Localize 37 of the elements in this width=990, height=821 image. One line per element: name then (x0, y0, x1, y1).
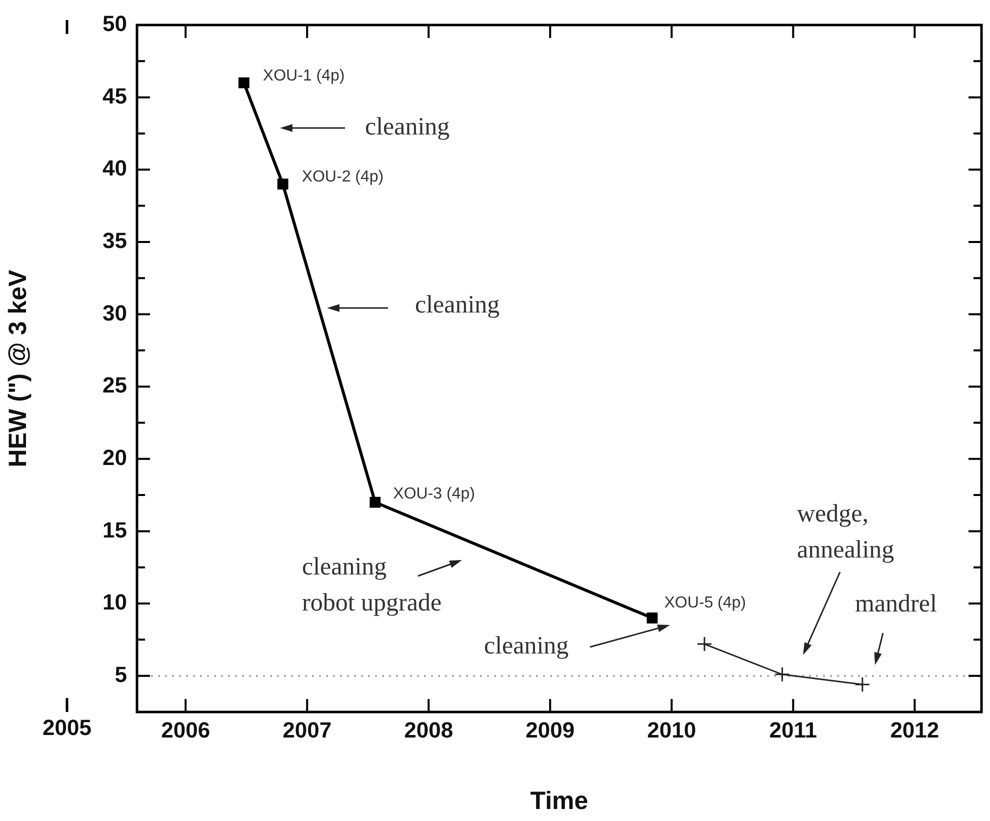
x-tick-label: 2008 (404, 717, 454, 742)
y-tick-label: 25 (102, 372, 127, 398)
point (854, 676, 870, 692)
y-tick-label: 35 (102, 228, 127, 254)
point (370, 496, 381, 508)
annotation: XOU-2 (4p) (302, 168, 384, 186)
y-tick-label: 30 (102, 300, 127, 326)
x-tick-label: 2011 (769, 717, 818, 742)
annotation: cleaning (415, 292, 500, 319)
y-axis-title: HEW (") @ 3 keV (4, 269, 32, 468)
x-tick-label: 2012 (890, 717, 940, 742)
y-tick-label: 45 (102, 83, 127, 108)
point (238, 77, 250, 88)
annotation: mandrel (855, 590, 937, 618)
point (774, 666, 790, 682)
annotation: XOU-5 (4p) (664, 594, 746, 612)
x-axis-title: Time (530, 786, 588, 815)
y-tick-label: 10 (102, 590, 127, 615)
y-tick-label: 50 (102, 11, 127, 36)
point (277, 178, 288, 190)
y-tick-label: 20 (102, 444, 127, 470)
x-tick-label: 2009 (526, 717, 575, 742)
annotation: cleaning robot upgrade (302, 554, 442, 617)
annotation: cleaning (484, 632, 570, 660)
x-tick-label: 2007 (282, 717, 332, 742)
point (696, 636, 712, 652)
y-tick-label: 40 (102, 156, 127, 181)
y-tick-label: 5 (114, 662, 127, 687)
text: 2005 (42, 715, 92, 740)
annotation: cleaning (365, 114, 450, 141)
annotation: XOU-1 (4p) (262, 67, 345, 84)
x-tick-label: 2006 (161, 717, 210, 742)
annotation: XOU-3 (4p) (393, 486, 475, 503)
y-tick-label: 15 (102, 517, 127, 542)
x-tick-label: 2010 (647, 717, 696, 742)
annotation: wedge, annealing (797, 500, 895, 564)
point (646, 612, 658, 624)
